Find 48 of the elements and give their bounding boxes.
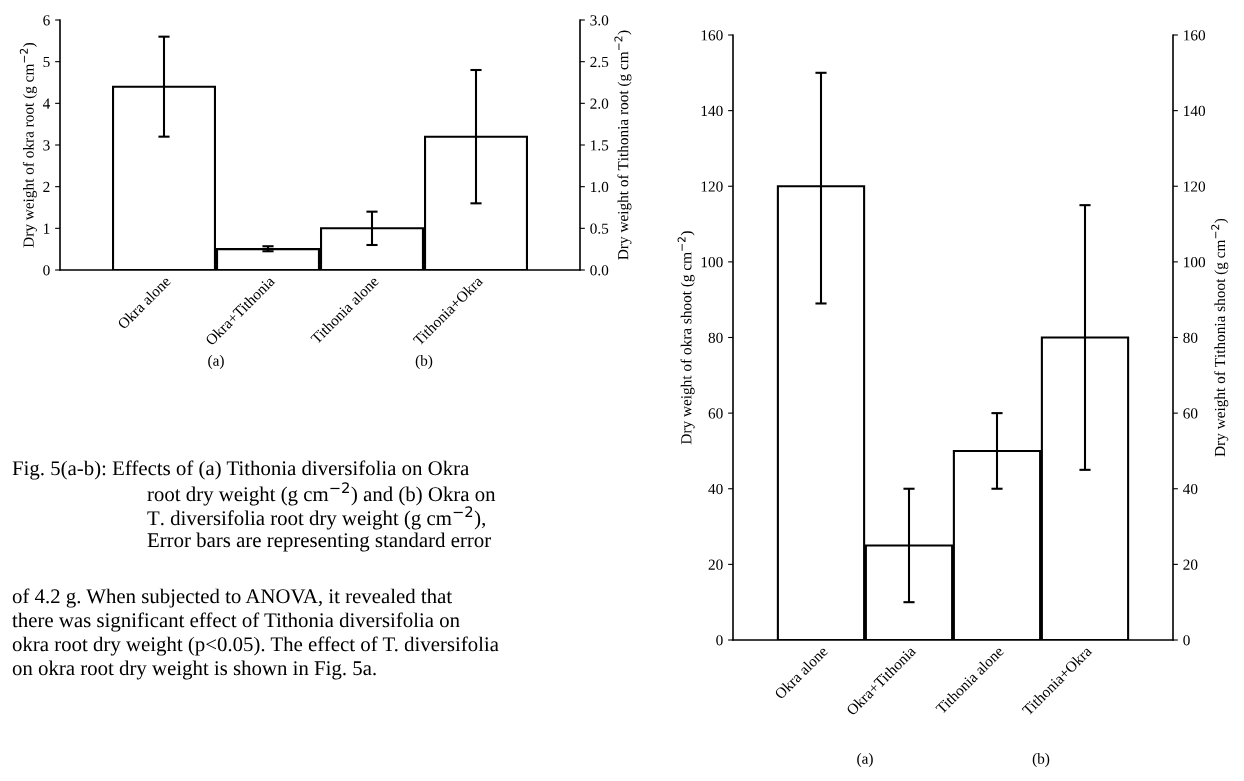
y2-tick-label: 100	[1184, 257, 1206, 268]
y-tick-label: 120	[701, 181, 723, 192]
y2-tick-label: 160	[1184, 30, 1206, 41]
y2-tick-label: 60	[1183, 408, 1198, 419]
y-axis-title: Dry weight of okra shoot (g cm$^{−2}$)	[677, 231, 695, 445]
y2-tick-label: 1.5	[591, 140, 609, 151]
y2-tick-label: 2.0	[590, 98, 609, 109]
y-tick-label: 80	[708, 332, 723, 343]
y-tick-label: 1	[43, 223, 50, 234]
y-tick-label: 0	[716, 635, 723, 646]
y2-tick-label: 120	[1184, 181, 1206, 192]
y2-axis-title: Dry weight of Tithonia shoot (g cm$^{−2}$)	[1211, 218, 1229, 457]
y-tick-label: 4	[42, 98, 51, 109]
y-tick-label: 2	[43, 181, 50, 192]
text: T. diversifolia root dry weight (g cm$^{−2}$),	[147, 506, 485, 530]
text: of 4.2 g. When subjected to ANOVA, it revealed that	[12, 588, 452, 608]
text: (b)	[1032, 753, 1050, 767]
text: there was significant effect of Tithonia diversifolia on	[12, 612, 460, 632]
y-tick-label: 3	[43, 140, 50, 151]
y-tick-label: 140	[701, 105, 723, 117]
text: (a)	[857, 753, 873, 767]
y2-tick-label: 2.5	[590, 56, 609, 68]
y2-tick-label: 0.0	[590, 265, 609, 276]
text: on okra root dry weight is shown in Fig. 5a.	[12, 660, 376, 680]
text: (b)	[415, 355, 433, 369]
y2-tick-label: 1.0	[591, 181, 609, 193]
y-tick-label: 60	[708, 408, 723, 419]
y-tick-label: 20	[708, 559, 723, 570]
y-tick-label: 6	[43, 15, 50, 26]
text: root dry weight (g cm$^{−2}$) and (b) Okra on	[147, 482, 496, 506]
y2-axis-title: Dry weight of Tithonia root (g cm$^{−2}$)	[614, 30, 632, 260]
y-tick-label: 100	[701, 257, 723, 268]
y2-tick-label: 0	[1183, 635, 1190, 646]
y-tick-label: 160	[701, 30, 723, 41]
y-tick-label: 40	[708, 483, 723, 495]
y2-tick-label: 0.5	[590, 223, 609, 234]
y2-tick-label: 3.0	[590, 15, 609, 26]
text: Error bars are representing standard error	[147, 532, 491, 552]
y2-tick-label: 40	[1183, 483, 1198, 495]
y-tick-label: 0	[43, 265, 50, 276]
y2-tick-label: 20	[1183, 559, 1198, 570]
y2-tick-label: 80	[1183, 332, 1198, 343]
y-tick-label: 5	[43, 56, 50, 68]
caption: Fig. 5(a-b): Effects of (a) Tithonia diversifolia on Okra	[12, 460, 470, 480]
y-axis-title: Dry weight of okra root (g cm$^{−2}$)	[19, 42, 37, 248]
y2-tick-label: 140	[1184, 105, 1206, 117]
text: okra root dry weight (p<0.05). The effect of T. diversifolia	[12, 636, 499, 656]
text: (a)	[208, 355, 224, 369]
